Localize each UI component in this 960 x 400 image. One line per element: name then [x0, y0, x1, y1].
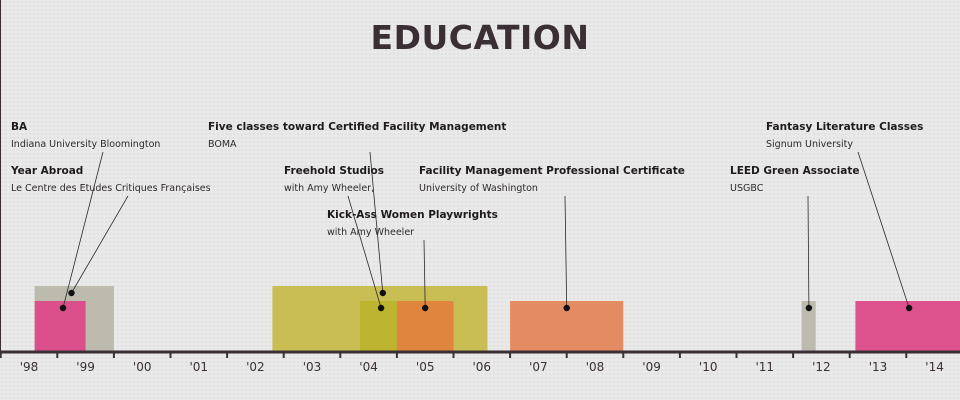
- x-tick-label: '09: [642, 360, 661, 374]
- left-border-rule: [0, 0, 1, 352]
- bar-ba: [34, 301, 86, 352]
- leader-line-freehold: [347, 195, 382, 309]
- x-tick-label: '99: [76, 360, 95, 374]
- x-tick-label: '04: [359, 360, 378, 374]
- label-name-leed: LEED Green Associate: [730, 165, 859, 177]
- label-detail-facility-mgmt: University of Washington: [419, 183, 538, 194]
- x-tick-label: '98: [20, 360, 39, 374]
- leader-line-leed: [807, 195, 810, 309]
- leader-line-year-abroad: [71, 195, 129, 294]
- point-kick-ass: [422, 304, 429, 312]
- label-detail-kick-ass: with Amy Wheeler: [327, 227, 414, 238]
- point-year-abroad: [68, 289, 75, 297]
- label-name-ba: BA: [11, 121, 28, 133]
- leader-lines-layer: [59, 151, 913, 312]
- x-tick-label: '02: [246, 360, 265, 374]
- label-detail-ba: Indiana University Bloomington: [11, 139, 160, 150]
- point-ba: [59, 304, 67, 312]
- x-tick-label: '05: [416, 360, 435, 374]
- label-name-year-abroad: Year Abroad: [10, 165, 83, 177]
- x-tick-label: '13: [869, 360, 888, 374]
- label-name-facility-mgmt: Facility Management Professional Certifi…: [419, 165, 685, 177]
- x-tick-label: '11: [756, 360, 775, 374]
- point-facility-mgmt: [563, 304, 570, 312]
- bars-layer: [34, 286, 960, 352]
- x-tick-label: '08: [586, 360, 605, 374]
- point-five-classes: [379, 289, 386, 297]
- leader-line-kick-ass: [423, 239, 426, 309]
- point-leed: [805, 304, 813, 312]
- x-tick-label: '10: [699, 360, 718, 374]
- leader-line-fantasy: [857, 151, 910, 309]
- label-name-fantasy: Fantasy Literature Classes: [766, 121, 923, 133]
- x-tick-label: '07: [529, 360, 548, 374]
- x-tick-label: '14: [925, 360, 944, 374]
- label-name-kick-ass: Kick-Ass Women Playwrights: [327, 209, 498, 221]
- label-name-freehold: Freehold Studios: [284, 165, 384, 177]
- label-name-five-classes: Five classes toward Certified Facility M…: [208, 121, 506, 133]
- label-detail-year-abroad: Le Centre des Etudes Critiques Française…: [11, 183, 211, 194]
- x-axis: '98 '99 '00 '01 '02 '03 '04 '05 '06 '07 '08 '09 '10 '…: [0, 350, 960, 374]
- label-detail-freehold: with Amy Wheeler,: [284, 183, 374, 194]
- x-tick-label: '00: [133, 360, 152, 374]
- x-tick-label: '12: [812, 360, 831, 374]
- leader-line-ba: [62, 151, 104, 309]
- bar-leed: [801, 301, 816, 352]
- x-tick-label: '01: [190, 360, 209, 374]
- label-detail-five-classes: BOMA: [208, 139, 237, 150]
- labels-layer: Year Abroad Le Centre des Etudes Critique…: [10, 121, 923, 238]
- page-title: EDUCATION: [370, 18, 590, 57]
- point-fantasy: [905, 304, 913, 312]
- leader-line-facility-mgmt: [564, 195, 568, 309]
- leader-line-five-classes: [369, 151, 384, 294]
- x-tick-label: '06: [473, 360, 492, 374]
- point-freehold: [377, 304, 385, 312]
- label-detail-fantasy: Signum University: [766, 139, 853, 150]
- x-tick-label: '03: [303, 360, 322, 374]
- label-detail-leed: USGBC: [730, 183, 764, 194]
